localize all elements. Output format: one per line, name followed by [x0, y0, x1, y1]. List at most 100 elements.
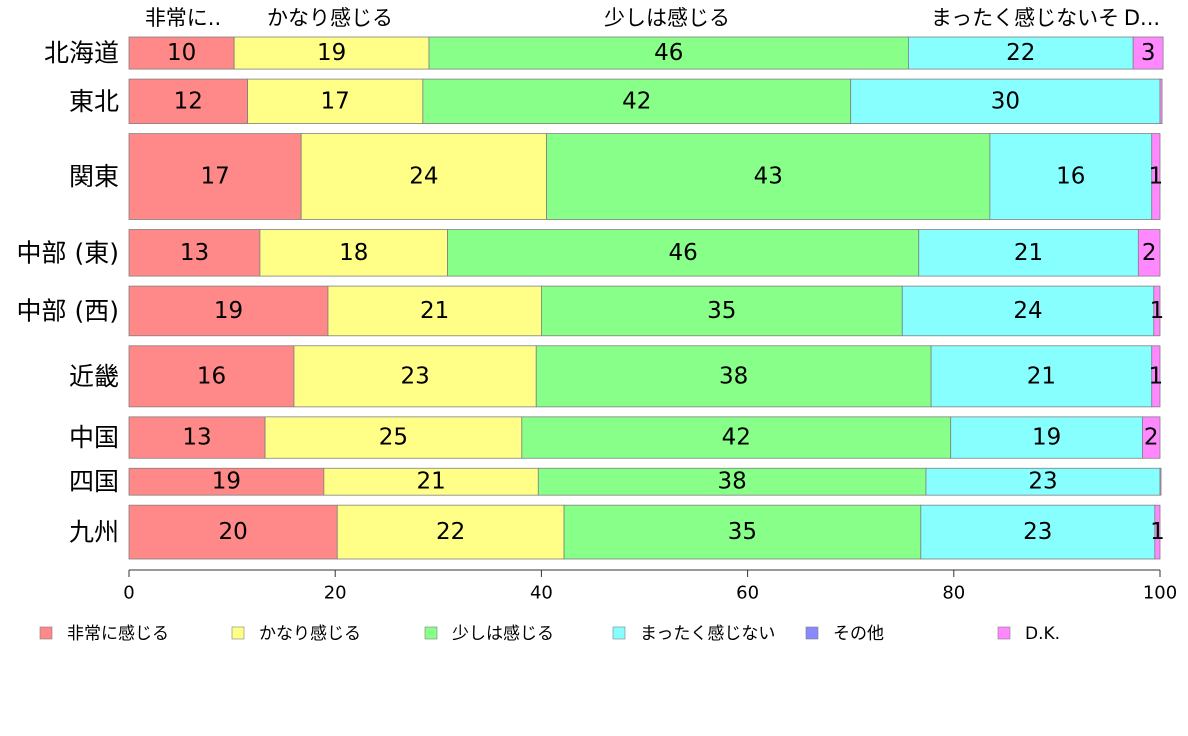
data-label: 23 [1023, 519, 1052, 545]
data-label: 21 [1014, 240, 1043, 266]
data-label: 38 [717, 469, 746, 495]
data-label: 22 [436, 519, 465, 545]
bar-row: 10 19 46 22 3 [128, 36, 1164, 70]
data-label: 16 [1056, 164, 1085, 190]
bar-segment [128, 285, 329, 337]
bar-segment [128, 345, 295, 408]
data-label: 2 [1144, 425, 1159, 451]
bar-segment [563, 504, 922, 560]
row-label: 中部 (西) [17, 296, 119, 325]
bar-segment [336, 504, 565, 560]
data-label: 1 [1150, 298, 1165, 324]
data-label: 30 [991, 88, 1020, 114]
legend-label: まったく感じない [640, 624, 775, 644]
data-label: 38 [719, 363, 748, 389]
bar-segment [1137, 229, 1161, 277]
data-label: 17 [321, 88, 350, 114]
bar-segment [521, 416, 952, 459]
data-label: 18 [339, 240, 368, 266]
bar-segment [128, 504, 338, 560]
bar-row: 13 25 42 19 2 [128, 416, 1161, 459]
bar-segment [128, 467, 325, 496]
data-label: 13 [182, 425, 211, 451]
row-label: 近畿 [69, 362, 119, 391]
bar-segment [850, 78, 1161, 124]
top-label: かなり感じる [267, 6, 393, 30]
data-label: 46 [669, 240, 698, 266]
data-label: 25 [379, 425, 408, 451]
data-label: 19 [317, 40, 346, 66]
row-label: 中部 (東) [17, 238, 119, 267]
bar-segment [989, 133, 1153, 220]
bar-row: 12 17 42 30 [128, 78, 1163, 124]
bar-segment [537, 467, 927, 496]
legend: 非常に感じる かなり感じる 少しは感じる まったく感じない その他 D.K. [39, 624, 1060, 644]
data-label: 19 [212, 469, 241, 495]
legend-swatch [997, 626, 1011, 640]
x-tick-label: 80 [942, 583, 965, 604]
legend-swatch [39, 626, 53, 640]
bar-segment [128, 36, 235, 70]
row-label: 九州 [69, 518, 119, 547]
bar-segment [128, 229, 261, 277]
bar-row: 19 21 38 23 [128, 467, 1162, 496]
data-label: 1 [1150, 519, 1165, 545]
bar-row: 20 22 35 23 1 [128, 504, 1165, 560]
bar-segment [128, 78, 248, 124]
bar-segment [293, 345, 537, 408]
data-label: 42 [622, 88, 651, 114]
data-label: 23 [1028, 469, 1057, 495]
legend-item: D.K. [997, 624, 1060, 644]
data-label: 35 [707, 298, 736, 324]
legend-label: 非常に感じる [67, 624, 169, 644]
data-label: 17 [200, 164, 229, 190]
bar-segment [323, 467, 539, 496]
x-tick-label: 0 [123, 583, 134, 604]
legend-label: その他 [833, 624, 884, 644]
bar-segment [930, 345, 1153, 408]
data-label: 19 [214, 298, 243, 324]
top-label: 非常に.. [145, 6, 221, 30]
bar-segment [428, 36, 909, 70]
legend-label: 少しは感じる [452, 624, 554, 644]
data-label: 10 [167, 40, 196, 66]
legend-swatch [612, 626, 626, 640]
data-label: 21 [1027, 363, 1056, 389]
data-label: 43 [754, 164, 783, 190]
legend-label: D.K. [1025, 624, 1060, 644]
data-label: 19 [1032, 425, 1061, 451]
bar-segment [1159, 467, 1162, 496]
bar-segment [128, 416, 266, 459]
legend-item: かなり感じる [231, 624, 361, 644]
row-label: 中国 [69, 423, 119, 452]
bar-segment [259, 229, 448, 277]
bar-row: 16 23 38 21 1 [128, 345, 1164, 408]
data-label: 35 [728, 519, 757, 545]
x-tick-label: 20 [324, 583, 347, 604]
data-label: 22 [1006, 40, 1035, 66]
bar-segment [546, 133, 991, 220]
row-label: 東北 [69, 87, 119, 116]
bar-segment [327, 285, 542, 337]
bar-row: 13 18 46 21 2 [128, 229, 1161, 277]
bar-segment [541, 285, 903, 337]
data-label: 2 [1142, 240, 1157, 266]
x-tick-label: 40 [530, 583, 553, 604]
data-label: 12 [174, 88, 203, 114]
data-label: 24 [409, 164, 438, 190]
legend-label: かなり感じる [259, 624, 361, 644]
x-tick-label: 60 [736, 583, 759, 604]
bar-segment [264, 416, 523, 459]
bar-segment [1132, 36, 1164, 70]
bar-segment [908, 36, 1134, 70]
data-label: 20 [218, 519, 247, 545]
bar-segment [1153, 285, 1161, 337]
data-label: 24 [1013, 298, 1042, 324]
legend-item: まったく感じない [612, 624, 775, 644]
data-label: 42 [722, 425, 751, 451]
data-label: 1 [1149, 363, 1164, 389]
top-label: 少しは感じる [604, 6, 730, 30]
row-label: 北海道 [44, 39, 119, 68]
bar-row: 19 21 35 24 1 [128, 285, 1165, 337]
